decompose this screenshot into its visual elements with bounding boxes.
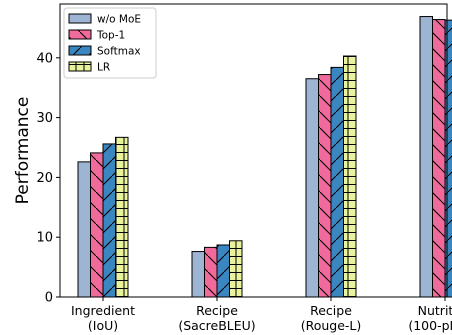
bar-2-2: [330, 66, 344, 298]
bar-hatch: [90, 152, 103, 297]
legend-label: w/o MoE: [97, 14, 141, 26]
bar-2-3: [343, 55, 357, 298]
bar-hatch: [331, 67, 344, 298]
bar-1-3: [229, 240, 243, 298]
y-tick-label: 20: [36, 171, 53, 186]
bar-fill: [192, 251, 205, 297]
bar-hatch: [103, 143, 116, 297]
bar-0-0: [77, 161, 91, 298]
y-tick-label: 0: [45, 291, 53, 306]
x-tick-label: (SacreBLEU): [178, 318, 255, 333]
bar-fill: [306, 78, 319, 297]
bar-1-0: [191, 251, 205, 298]
axes-layer: 010203040Ingredient(IoU)Recipe(SacreBLEU…: [13, 3, 452, 333]
legend-item: w/o MoE: [68, 13, 141, 26]
bar-0-2: [102, 143, 116, 298]
bar-hatch: [217, 244, 230, 297]
legend-swatch-outline: [68, 45, 92, 56]
legend-swatch-hatch: [69, 62, 91, 71]
x-tick-label: (100-pMAE): [408, 318, 452, 333]
plot-frame: [59, 3, 448, 298]
bar-0-3: [115, 136, 129, 298]
bar-1-1: [204, 246, 218, 298]
legend-label: Top-1: [96, 30, 125, 42]
bar-hatch: [204, 247, 217, 297]
legend-label: LR: [97, 62, 110, 74]
bar-1-2: [216, 244, 230, 298]
bar-fill: [78, 161, 91, 297]
bar-hatch: [318, 74, 331, 298]
bar-3-1: [432, 19, 446, 298]
y-tick-label: 40: [36, 51, 53, 66]
bars-layer: [77, 16, 452, 298]
bar-2-1: [318, 74, 332, 298]
bar-3-0: [419, 16, 433, 298]
legend-swatch-outline: [68, 61, 92, 72]
x-tick-label: (Rouge-L): [301, 318, 362, 333]
bar-outline: [444, 19, 452, 298]
bar-hatch: [445, 20, 452, 297]
bar-2-0: [305, 78, 319, 298]
legend-label: Softmax: [97, 46, 141, 58]
legend-swatch-hatch: [69, 46, 91, 55]
x-tick-label: Recipe: [310, 303, 352, 318]
legend-swatch-outline: [68, 29, 92, 40]
bar-fill: [420, 16, 433, 298]
bar-3-2: [444, 19, 452, 298]
legend-item: Softmax: [68, 45, 141, 58]
x-tick-label: Nutrition: [418, 303, 452, 318]
legend: w/o MoE Top-1 Softmax LR: [63, 7, 157, 79]
x-tick-label: Recipe: [196, 303, 238, 318]
legend-swatch-outline: [68, 13, 92, 24]
y-axis-title: Performance: [13, 97, 33, 205]
bar-hatch: [229, 240, 242, 297]
legend-box: [63, 7, 157, 79]
x-tick-label: Ingredient: [71, 303, 135, 318]
x-tick-label: (IoU): [88, 318, 118, 333]
bar-hatch: [432, 19, 445, 298]
y-tick-label: 10: [36, 231, 53, 246]
legend-swatch-hatch: [69, 30, 91, 39]
legend-item: Top-1: [68, 29, 125, 42]
bar-hatch: [115, 137, 128, 297]
bar-0-1: [90, 152, 104, 298]
bar-hatch: [343, 56, 356, 298]
legend-swatch: [69, 14, 91, 23]
y-tick-label: 30: [36, 111, 53, 126]
legend-item: LR: [68, 61, 110, 74]
